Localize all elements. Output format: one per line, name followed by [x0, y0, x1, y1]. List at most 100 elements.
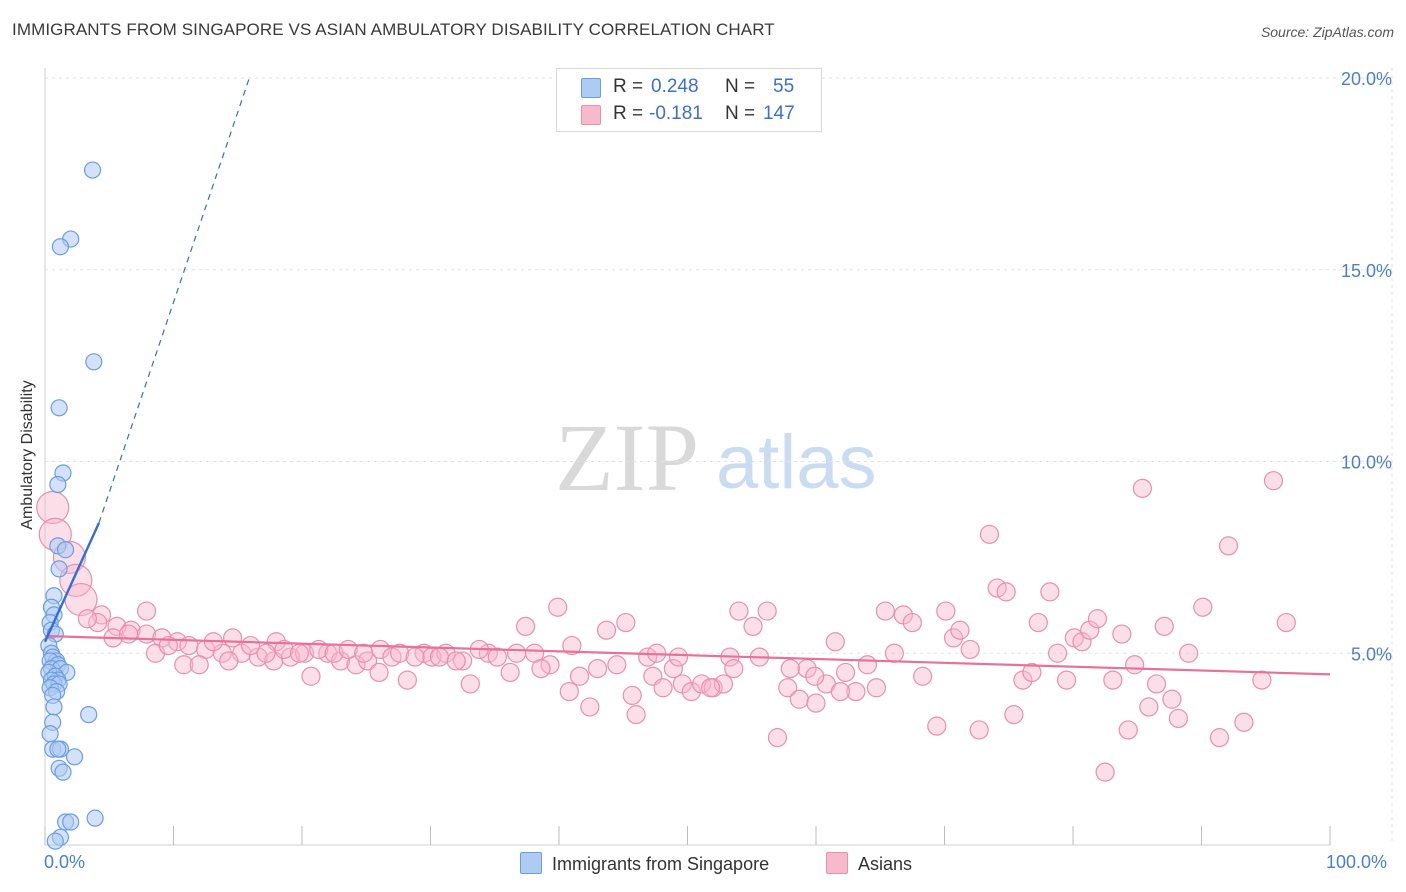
point-asians	[825, 632, 845, 652]
legend-swatch-pink	[581, 105, 601, 125]
point-asians	[515, 616, 536, 637]
point-singapore	[49, 475, 67, 494]
point-asians	[59, 563, 93, 597]
point-asians	[936, 601, 956, 621]
point-asians	[969, 720, 989, 740]
point-asians	[1125, 655, 1145, 675]
legend-r-label: R =	[613, 76, 644, 97]
point-asians	[569, 666, 590, 686]
point-singapore	[62, 813, 80, 831]
series-legend-asians: Asians	[826, 852, 912, 875]
trend-asians	[44, 634, 1331, 676]
legend-n-label: N =	[725, 103, 756, 124]
point-asians	[531, 658, 551, 679]
y-tick-labels: 5.0% 10.0% 15.0% 20.0%	[1341, 69, 1392, 664]
point-asians	[405, 647, 425, 667]
point-asians	[626, 705, 646, 725]
point-asians	[866, 678, 886, 698]
point-singapore	[85, 353, 103, 371]
point-asians	[88, 612, 108, 633]
point-asians	[1218, 536, 1239, 556]
point-asians	[500, 662, 520, 683]
y-tick-label: 15.0%	[1341, 261, 1392, 281]
point-asians	[835, 662, 856, 683]
point-singapore	[65, 748, 84, 766]
point-asians	[653, 678, 673, 698]
point-asians	[1022, 662, 1042, 683]
point-asians	[559, 681, 579, 702]
point-asians	[346, 655, 366, 675]
point-asians	[1080, 620, 1100, 640]
trend-lines	[43, 77, 1331, 676]
point-asians	[1209, 728, 1230, 748]
point-asians	[1047, 643, 1068, 663]
point-asians	[943, 628, 964, 648]
series-swatch-blue	[520, 852, 542, 874]
point-asians	[902, 612, 922, 633]
point-asians	[301, 666, 321, 686]
point-asians	[1234, 712, 1254, 732]
trend-singapore-extension	[98, 77, 250, 524]
point-asians	[663, 658, 683, 679]
point-asians	[446, 651, 466, 671]
point-asians	[743, 616, 763, 637]
point-singapore	[83, 161, 102, 179]
point-asians	[713, 674, 734, 694]
point-asians	[289, 643, 310, 663]
point-asians	[256, 643, 276, 663]
point-asians	[562, 635, 582, 656]
point-asians	[174, 655, 194, 675]
point-asians	[1028, 612, 1048, 633]
legend-n-label: N =	[725, 76, 756, 97]
watermark: ZIP atlas	[555, 404, 877, 511]
point-singapore	[49, 740, 67, 758]
point-asians	[596, 620, 617, 640]
point-asians	[1179, 643, 1199, 663]
point-asians	[274, 639, 294, 660]
point-asians	[607, 655, 627, 675]
point-asians	[1112, 624, 1132, 644]
point-asians	[506, 643, 527, 663]
point-asians	[960, 639, 980, 660]
point-asians	[729, 601, 749, 621]
point-asians	[857, 655, 878, 675]
point-asians	[778, 678, 798, 698]
point-asians	[846, 681, 866, 702]
y-tick-label: 5.0%	[1351, 644, 1392, 664]
x-tick-min: 0.0%	[44, 852, 86, 872]
point-asians	[724, 658, 744, 679]
watermark-zip: ZIP	[555, 404, 699, 511]
point-asians	[330, 651, 351, 671]
point-singapore	[80, 706, 98, 724]
point-asians	[1132, 478, 1152, 498]
point-asians	[397, 670, 417, 690]
point-asians	[701, 678, 721, 698]
point-asians	[622, 685, 642, 706]
point-asians	[789, 689, 809, 709]
point-asians	[118, 624, 139, 644]
point-asians	[1004, 705, 1024, 725]
point-asians	[487, 647, 507, 667]
point-asians	[1103, 670, 1123, 690]
point-asians	[1276, 612, 1296, 633]
point-asians	[767, 728, 788, 748]
point-asians	[390, 643, 410, 663]
point-asians	[1252, 670, 1272, 690]
point-singapore	[50, 560, 68, 578]
point-singapore	[51, 238, 70, 256]
y-tick-label: 10.0%	[1341, 453, 1392, 473]
point-asians	[1072, 632, 1092, 652]
point-asians	[548, 597, 568, 617]
point-asians	[77, 609, 98, 629]
point-asians	[884, 643, 904, 663]
point-asians	[1087, 609, 1108, 629]
point-singapore	[41, 725, 59, 743]
point-asians	[36, 490, 70, 525]
point-singapore	[54, 763, 72, 781]
point-asians	[189, 655, 209, 675]
legend-n-value: 147	[763, 103, 795, 124]
legend-n-value: 55	[773, 76, 795, 97]
point-asians	[950, 620, 970, 640]
point-asians	[219, 651, 239, 671]
point-asians	[1162, 689, 1182, 709]
